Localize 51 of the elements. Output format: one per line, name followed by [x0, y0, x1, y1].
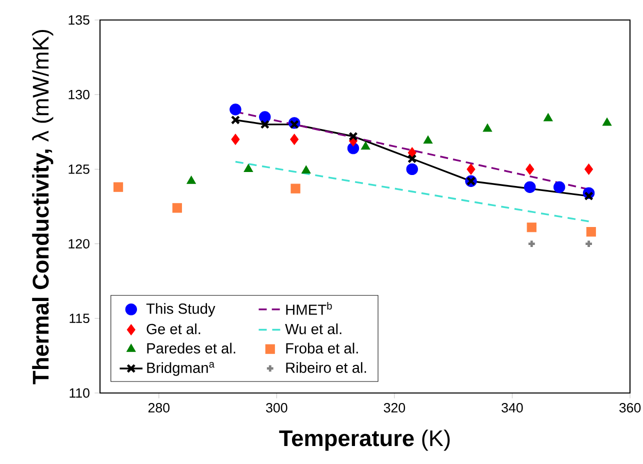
point [586, 227, 596, 237]
point [244, 164, 254, 172]
x-tick-label: 300 [266, 403, 288, 412]
point [482, 124, 492, 132]
point [172, 203, 182, 213]
point [543, 113, 553, 122]
point [290, 184, 300, 194]
point [348, 132, 358, 141]
point [259, 111, 271, 123]
point [466, 164, 476, 175]
point [186, 176, 196, 184]
point [290, 120, 299, 130]
point [602, 118, 612, 126]
legend-label: Froba et al. [286, 342, 358, 354]
point [290, 134, 299, 145]
x-tick-label: 340 [502, 403, 523, 412]
point [260, 120, 270, 130]
point [231, 134, 240, 145]
point [524, 181, 536, 193]
point [230, 115, 240, 125]
point [406, 163, 418, 176]
legend-label: Paredes et al. [147, 342, 236, 354]
y-tick-label: 115 [70, 314, 90, 324]
point [584, 191, 594, 201]
point [553, 181, 566, 193]
point [230, 104, 242, 116]
legend-label: Bridgman$^{a}$ [147, 362, 215, 376]
legend-label: HMET$^{b}$ [286, 302, 332, 315]
point [423, 136, 433, 144]
x-axis-title: Temperature (K) [279, 430, 450, 451]
point [526, 222, 536, 232]
y-tick-label: 125 [68, 164, 90, 174]
legend-label: This Study [146, 303, 216, 317]
legend-label: Ribeiro et al. [286, 362, 366, 373]
legend-label: Wu et al. [285, 323, 342, 334]
point [360, 141, 370, 150]
y-tick-label: 135 [68, 15, 90, 25]
y-tick-label: 120 [68, 239, 90, 249]
point [526, 164, 534, 175]
y-tick-label: 130 [68, 90, 90, 100]
point [113, 182, 124, 192]
point [408, 154, 417, 164]
point [584, 164, 594, 175]
x-tick-label: 320 [384, 403, 406, 412]
y-tick-label: 110 [70, 388, 90, 398]
x-tick-label: 280 [148, 403, 170, 412]
point [301, 165, 311, 174]
point [408, 147, 416, 158]
x-tick-label: 360 [619, 403, 641, 412]
legend-label: Ge et al. [146, 323, 200, 334]
y-axis-title: Thermal Conductivity, λ (mW/mK) [32, 30, 54, 384]
